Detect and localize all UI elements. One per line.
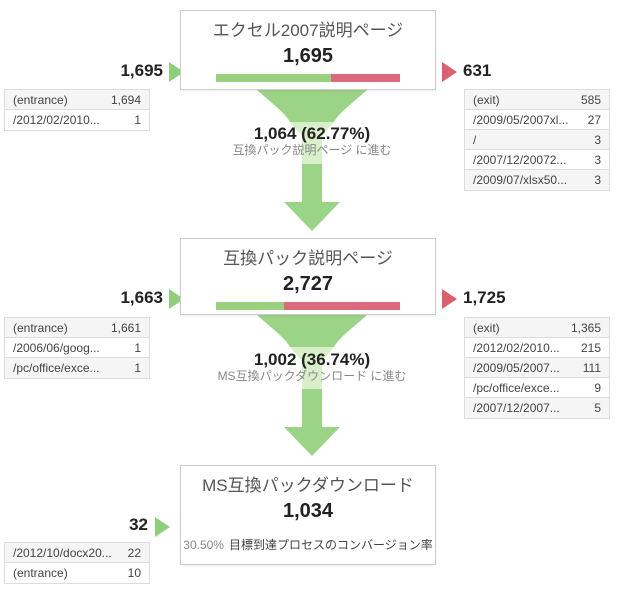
table-row: /pc/office/exce... 9 — [465, 378, 609, 398]
stage2-entrance-table: (entrance) 1,661 /2006/06/goog... 1 /pc/… — [4, 317, 150, 379]
table-row: /2009/07/xlsx50... 3 — [465, 170, 609, 190]
table-row: /2012/02/2010... 1 — [5, 110, 149, 130]
row-value: 1 — [134, 361, 141, 375]
row-value: 10 — [127, 566, 141, 580]
row-name: /pc/office/exce... — [473, 380, 560, 395]
row-value: 1 — [134, 113, 141, 127]
table-row: (entrance) 1,694 — [5, 90, 149, 110]
row-name: /2009/05/2007... — [473, 360, 560, 375]
row-value: 1,661 — [110, 320, 141, 335]
stage1-transition-count: 1,064 (62.77%) — [253, 124, 371, 143]
stage2-exit-table: (exit) 1,365 /2012/02/2010... 215 /2009/… — [464, 317, 610, 419]
table-row: /2009/05/2007... 111 — [465, 358, 609, 378]
row-value: 3 — [594, 132, 601, 147]
stage2-exit-count: 1,725 — [463, 288, 506, 307]
row-value: 215 — [580, 340, 601, 355]
row-value: 1,365 — [570, 320, 601, 335]
table-row: / 3 — [465, 130, 609, 150]
stage3-conversion-label: 目標到達プロセスのコンバージョン率 — [228, 538, 433, 552]
row-name: /pc/office/exce... — [13, 361, 100, 375]
row-name: /2007/12/20072... — [473, 152, 567, 167]
stage1-title: エクセル2007説明ページ — [212, 21, 404, 40]
stage3-inflow-count: 32 — [129, 515, 148, 534]
table-row: (entrance) 10 — [5, 563, 149, 583]
row-name: /2012/02/2010... — [13, 113, 100, 127]
stage1-transition-label: 互換パック説明ページ に進む — [232, 143, 392, 157]
table-row: /2012/10/docx20... 22 — [5, 543, 149, 563]
row-name: /2012/02/2010... — [473, 340, 560, 355]
stage1-box: エクセル2007説明ページ 1,695 — [180, 10, 436, 90]
stage2-box: 互換パック説明ページ 2,727 — [180, 238, 436, 315]
row-value: 3 — [594, 152, 601, 167]
row-value: 111 — [582, 360, 601, 375]
stage2-inflow-count: 1,663 — [120, 288, 163, 307]
row-name: (entrance) — [13, 320, 68, 335]
stage3-entrance-table: /2012/10/docx20... 22 (entrance) 10 — [4, 542, 150, 584]
stage2-transition-count: 1,002 (36.74%) — [253, 350, 371, 369]
stage1-exit-count: 631 — [463, 61, 492, 80]
stage2-funnel-arrow-icon — [257, 315, 367, 456]
stage1-bar-abandon — [331, 74, 400, 82]
stage2-bar-continue — [216, 302, 284, 310]
stage3-inflow-arrow-icon — [155, 517, 170, 537]
stage1-inflow-count: 1,695 — [120, 61, 163, 80]
row-name: (entrance) — [13, 92, 68, 107]
stage2-exit-arrow-icon — [442, 289, 457, 309]
row-value: 585 — [580, 92, 601, 107]
stage3-title: MS互換パックダウンロード — [202, 476, 414, 495]
row-name: (exit) — [473, 92, 500, 107]
table-row: /2009/05/2007xl... 27 — [465, 110, 609, 130]
row-value: 5 — [594, 401, 601, 415]
row-value: 27 — [587, 112, 601, 127]
table-row: /2007/12/2007... 5 — [465, 398, 609, 418]
row-name: /2007/12/2007... — [473, 401, 560, 415]
row-name: (entrance) — [13, 566, 68, 580]
row-value: 22 — [127, 545, 141, 560]
stage2-total: 2,727 — [282, 273, 334, 295]
stage1-entrance-table: (entrance) 1,694 /2012/02/2010... 1 — [4, 89, 150, 131]
row-name: /2009/07/xlsx50... — [473, 173, 568, 187]
stage3-box: MS互換パックダウンロード 1,034 30.50% 目標到達プロセスのコンバージ… — [180, 465, 436, 565]
row-name: /2012/10/docx20... — [13, 545, 112, 560]
stage2-progress-bar — [216, 302, 400, 310]
stage1-total: 1,695 — [282, 45, 334, 67]
table-row: /2006/06/goog... 1 — [5, 338, 149, 358]
stage2-bar-abandon — [283, 302, 400, 310]
stage1-exit-arrow-icon — [442, 62, 457, 82]
table-row: /pc/office/exce... 1 — [5, 358, 149, 378]
table-row: /2007/12/20072... 3 — [465, 150, 609, 170]
row-name: /2009/05/2007xl... — [473, 112, 569, 127]
stage1-progress-bar — [216, 74, 400, 82]
stage2-title: 互換パック説明ページ — [223, 249, 393, 268]
row-name: (exit) — [473, 320, 500, 335]
stage3-total: 1,034 — [282, 500, 334, 522]
table-row: /2012/02/2010... 215 — [465, 338, 609, 358]
stage1-bar-continue — [216, 74, 332, 82]
stage3-conversion: 30.50% 目標到達プロセスのコンバージョン率 — [181, 536, 435, 553]
stage3-conversion-rate: 30.50% — [183, 538, 224, 552]
row-value: 9 — [594, 380, 601, 395]
row-value: 1 — [134, 340, 141, 355]
stage1-exit-table: (exit) 585 /2009/05/2007xl... 27 / 3 /20… — [464, 89, 610, 191]
stage2-transition-label: MS互換パックダウンロード に進む — [217, 369, 407, 383]
row-name: /2006/06/goog... — [13, 340, 100, 355]
stage1-funnel-arrow-icon — [257, 90, 367, 231]
row-name: / — [473, 132, 477, 147]
table-row: (entrance) 1,661 — [5, 318, 149, 338]
row-value: 3 — [594, 173, 601, 187]
table-row: (exit) 585 — [465, 90, 609, 110]
row-value: 1,694 — [110, 92, 141, 107]
table-row: (exit) 1,365 — [465, 318, 609, 338]
